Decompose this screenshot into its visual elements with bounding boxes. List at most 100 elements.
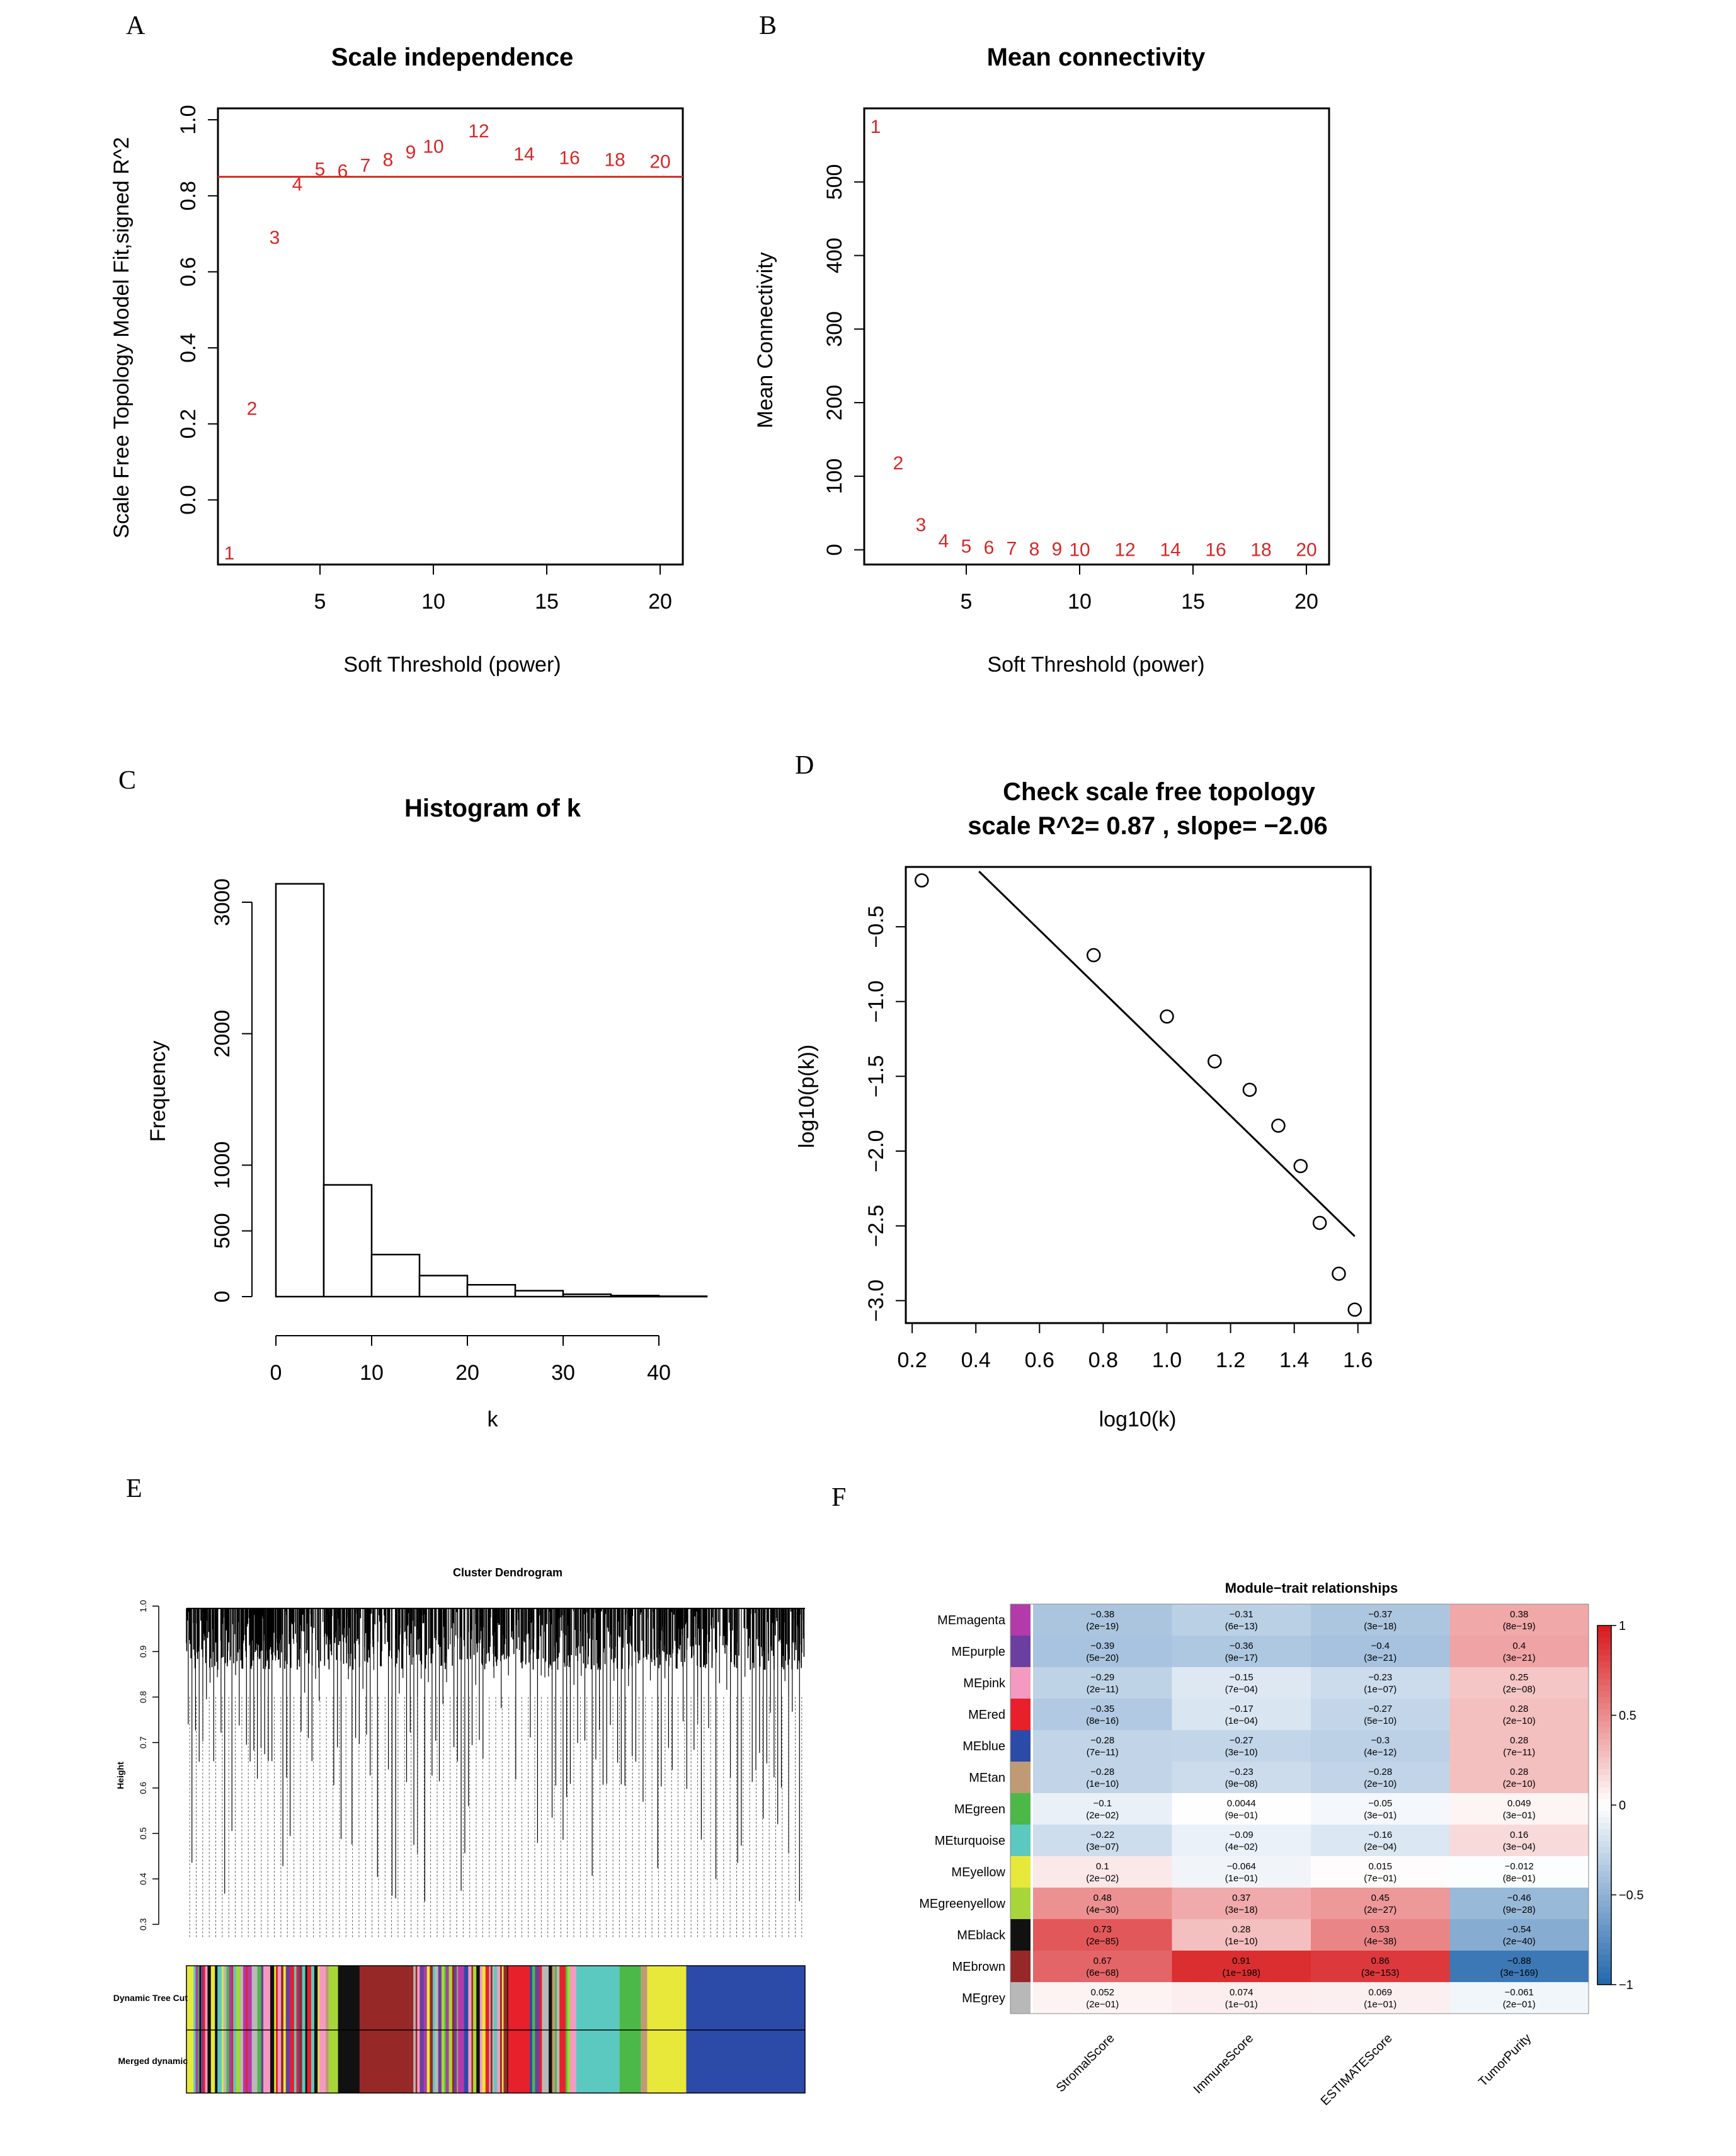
d-point	[915, 873, 929, 888]
f-cell-pvalue: (8e−19)	[1503, 1621, 1536, 1632]
f-heatmap-cell	[1033, 1982, 1172, 2014]
panel-e-marks: 0.3 0.4 0.5 0.6 0.7 0.8 0.9 1.0	[138, 1600, 806, 2094]
f-colorbar-step	[1597, 1763, 1611, 1770]
panel-letter-c: C	[118, 766, 136, 795]
panel-c-xlabel: k	[488, 1408, 499, 1431]
f-cell-pvalue: (9e−08)	[1225, 1779, 1258, 1789]
f-colorbar-step	[1597, 1661, 1611, 1668]
d-point	[1242, 1082, 1257, 1097]
f-row-label: MEmagenta	[937, 1614, 1006, 1627]
f-cell-value: −0.16	[1368, 1830, 1392, 1840]
f-cell-value: −0.36	[1230, 1641, 1253, 1651]
f-colorbar-step	[1597, 1769, 1611, 1776]
e-module-color-strip	[299, 1966, 302, 2093]
e-module-color-strip	[298, 1966, 300, 2093]
f-heatmap-cell	[1033, 1730, 1172, 1762]
e-module-color-strip	[322, 1966, 326, 2093]
a-ytick-label: 0.2	[176, 409, 200, 439]
a-point-label: 6	[338, 161, 348, 182]
e-module-color-strip	[458, 1966, 460, 2093]
f-cell-value: −0.46	[1507, 1893, 1531, 1903]
f-cell-value: 0.67	[1094, 1956, 1112, 1966]
f-cell-pvalue: (4e−38)	[1364, 1936, 1396, 1947]
f-cell-pvalue: (3e−01)	[1364, 1810, 1396, 1821]
f-cell-pvalue: (3e−21)	[1364, 1653, 1396, 1663]
e-module-color-strip	[314, 1966, 318, 2093]
e-module-color-strip	[492, 1966, 494, 2093]
f-cell-value: 0.0044	[1227, 1798, 1256, 1809]
f-row-color-swatch	[1010, 1667, 1031, 1699]
f-colorbar-tick-label: −1	[1619, 1978, 1633, 1992]
f-cell-value: −0.28	[1090, 1735, 1114, 1746]
f-row-color-swatch	[1010, 1888, 1031, 1919]
f-colorbar-step	[1597, 1721, 1611, 1728]
b-xtick-label: 20	[1294, 590, 1318, 614]
f-colorbar-step	[1597, 1805, 1611, 1812]
d-point	[1160, 1009, 1174, 1024]
e-module-color-block	[338, 1966, 360, 2093]
f-cell-value: 0.052	[1090, 1987, 1114, 1998]
e-module-color-strip	[226, 1966, 230, 2093]
e-module-color-strip	[274, 1966, 277, 2093]
f-heatmap-cell	[1172, 1793, 1311, 1825]
e-module-color-strip	[530, 1966, 533, 2093]
d-xtick-label: 1.4	[1279, 1348, 1309, 1372]
e-module-color-strip	[317, 1966, 320, 2093]
e-module-color-strip	[254, 1966, 258, 2093]
e-ytick-label: 0.5	[138, 1827, 148, 1840]
d-ytick-label: −1.0	[864, 980, 888, 1023]
c-ytick-label: 1000	[210, 1142, 234, 1190]
f-cell-value: −0.012	[1505, 1861, 1534, 1872]
f-colorbar-step	[1597, 1859, 1611, 1866]
e-module-color-block	[686, 1966, 805, 2093]
f-cell-pvalue: (2e−40)	[1503, 1936, 1536, 1947]
f-cell-value: 0.28	[1510, 1735, 1528, 1746]
a-ytick-label: 0.4	[176, 333, 200, 362]
a-ytick-label: 1.0	[176, 105, 200, 134]
f-heatmap-cell	[1172, 1951, 1311, 1982]
f-cell-pvalue: (1e−198)	[1223, 1968, 1260, 1978]
e-module-color-strip	[471, 1966, 474, 2093]
f-cell-value: 0.074	[1230, 1987, 1253, 1998]
b-point-label: 14	[1160, 540, 1180, 561]
f-heatmap-cell	[1311, 1825, 1450, 1856]
e-module-color-strip	[448, 1966, 453, 2093]
f-colorbar-step	[1597, 1835, 1611, 1842]
f-heatmap-cell	[1033, 1919, 1172, 1951]
e-module-color-strip	[246, 1966, 248, 2093]
f-cell-pvalue: (1e−10)	[1086, 1779, 1119, 1789]
c-xtick-label: 0	[270, 1361, 282, 1385]
f-heatmap-cell	[1172, 1636, 1311, 1667]
e-module-color-strip	[203, 1966, 206, 2093]
a-xtick-label: 15	[535, 590, 559, 614]
f-heatmap-cell	[1449, 1793, 1589, 1825]
e-module-color-strip	[426, 1966, 430, 2093]
e-module-color-strip	[409, 1966, 414, 2093]
e-module-color-strip	[556, 1966, 560, 2093]
e-module-color-strip	[479, 1966, 483, 2093]
a-point-label: 5	[315, 159, 326, 180]
f-colorbar-tick-label: 0.5	[1619, 1709, 1636, 1723]
b-point-label: 16	[1205, 540, 1226, 561]
f-column-label: ESTIMATEScore	[1318, 2031, 1395, 2108]
b-ytick-label: 0	[823, 544, 847, 556]
f-cell-value: −0.061	[1505, 1987, 1534, 1998]
d-xtick-label: 1.6	[1343, 1348, 1373, 1372]
f-cell-value: 0.73	[1094, 1924, 1112, 1935]
e-ytick-label: 0.8	[138, 1691, 148, 1704]
f-cell-value: −0.88	[1507, 1956, 1531, 1966]
f-heatmap-cell	[1033, 1667, 1172, 1699]
panel-a-plot-box	[217, 107, 684, 566]
e-module-color-block	[576, 1966, 620, 2093]
e-module-color-strip	[435, 1966, 439, 2093]
e-module-color-strip	[507, 1966, 509, 2093]
f-cell-value: −0.05	[1368, 1798, 1392, 1809]
panel-letter-e: E	[126, 1474, 142, 1503]
f-heatmap-cell	[1033, 1793, 1172, 1825]
f-colorbar-step	[1597, 1883, 1611, 1889]
e-module-color-strip	[501, 1966, 504, 2093]
f-colorbar-step	[1597, 1877, 1611, 1884]
f-cell-pvalue: (1e−04)	[1225, 1716, 1258, 1726]
e-module-color-block	[569, 1966, 576, 2093]
